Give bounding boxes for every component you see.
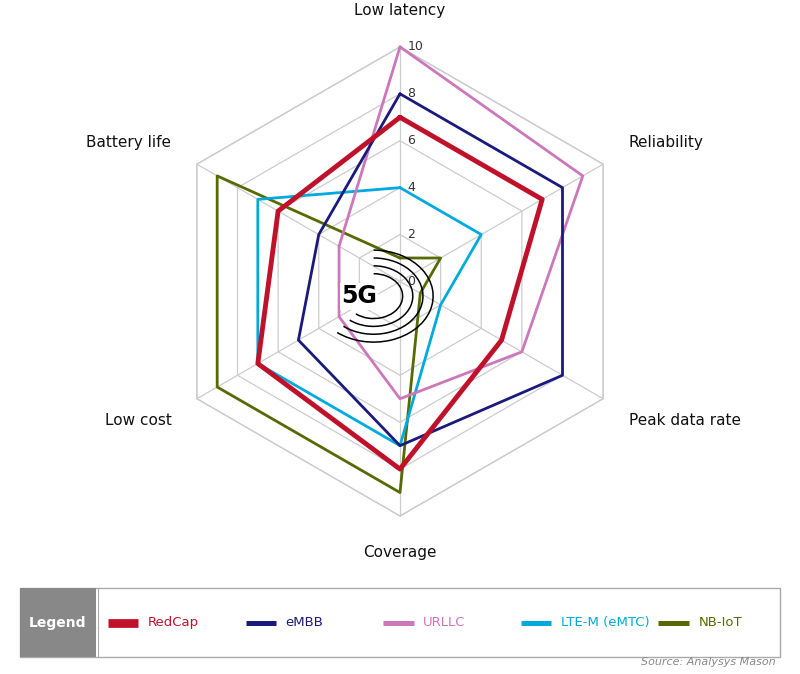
Text: Low latency: Low latency [354, 3, 446, 18]
Text: 2: 2 [408, 228, 415, 241]
Text: 8: 8 [408, 88, 416, 100]
Text: URLLC: URLLC [423, 616, 466, 629]
Text: 5G: 5G [341, 284, 377, 308]
Text: Battery life: Battery life [86, 135, 171, 150]
FancyBboxPatch shape [20, 588, 96, 656]
Text: LTE-M (eMTC): LTE-M (eMTC) [561, 616, 650, 629]
Text: 4: 4 [408, 181, 415, 194]
FancyBboxPatch shape [20, 588, 780, 656]
Text: Reliability: Reliability [629, 135, 703, 150]
Text: 0: 0 [408, 275, 416, 288]
Text: NB-IoT: NB-IoT [698, 616, 742, 629]
Text: RedCap: RedCap [148, 616, 199, 629]
Text: Low cost: Low cost [105, 413, 171, 429]
Text: eMBB: eMBB [286, 616, 323, 629]
Polygon shape [197, 47, 603, 516]
Text: Coverage: Coverage [363, 545, 437, 560]
Text: 6: 6 [408, 134, 415, 147]
Text: Legend: Legend [29, 615, 86, 630]
Text: Source: Analysys Mason: Source: Analysys Mason [642, 657, 776, 667]
Text: 10: 10 [408, 40, 423, 53]
Text: Peak data rate: Peak data rate [629, 413, 741, 429]
